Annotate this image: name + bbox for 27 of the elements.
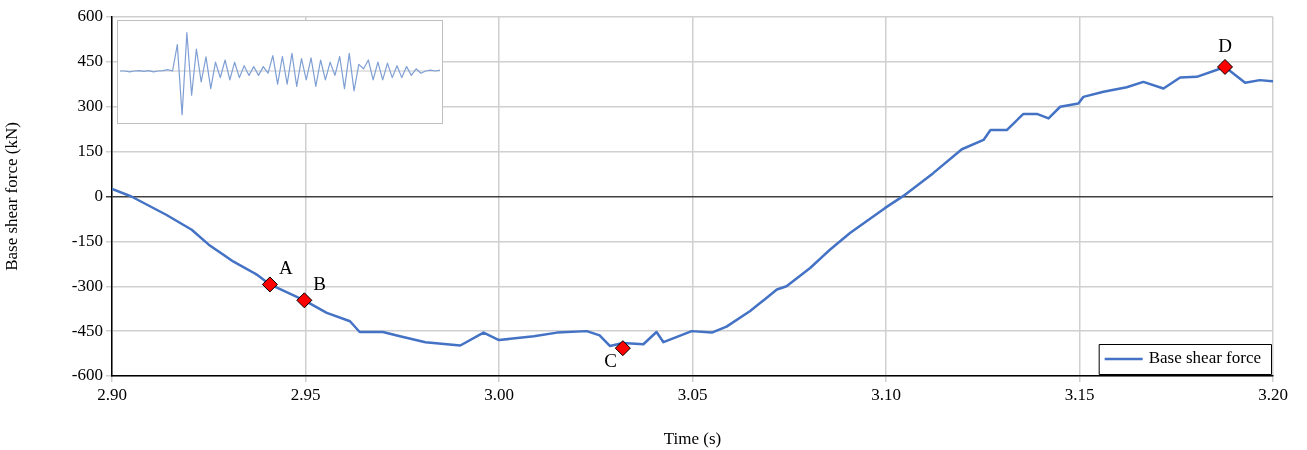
y-axis-title: Base shear force (kN) <box>1 122 21 271</box>
y-tick-label: 450 <box>77 51 103 71</box>
legend-label: Base shear force <box>1148 348 1261 368</box>
annotation: A <box>278 256 293 278</box>
point <box>261 276 278 293</box>
x-tick-label: 2.95 <box>290 384 321 404</box>
annotation: D <box>1218 35 1232 57</box>
x-axis-title: Time (s) <box>663 429 722 449</box>
y-tick-label: -600 <box>71 365 103 385</box>
x-tick-label: 2.90 <box>97 384 127 404</box>
y-tick-label: 0 <box>94 185 103 205</box>
y-tick-label: -450 <box>71 320 103 340</box>
point <box>614 340 631 357</box>
x-tick-label: 3.10 <box>871 384 901 404</box>
point <box>1217 58 1234 75</box>
x-tick-label: 3.20 <box>1258 384 1288 404</box>
x-tick-label: 3.15 <box>1064 384 1095 404</box>
y-tick-label: 600 <box>77 6 103 26</box>
y-tick-label: 150 <box>77 141 103 161</box>
y-tick-label: 300 <box>77 96 103 116</box>
annotation: B <box>313 272 327 294</box>
y-tick-label: -150 <box>71 230 103 250</box>
point <box>296 292 313 309</box>
annotation: C <box>604 349 617 371</box>
y-tick-label: -300 <box>71 275 103 295</box>
x-tick-label: 3.00 <box>484 384 514 404</box>
x-tick-label: 3.05 <box>677 384 708 404</box>
